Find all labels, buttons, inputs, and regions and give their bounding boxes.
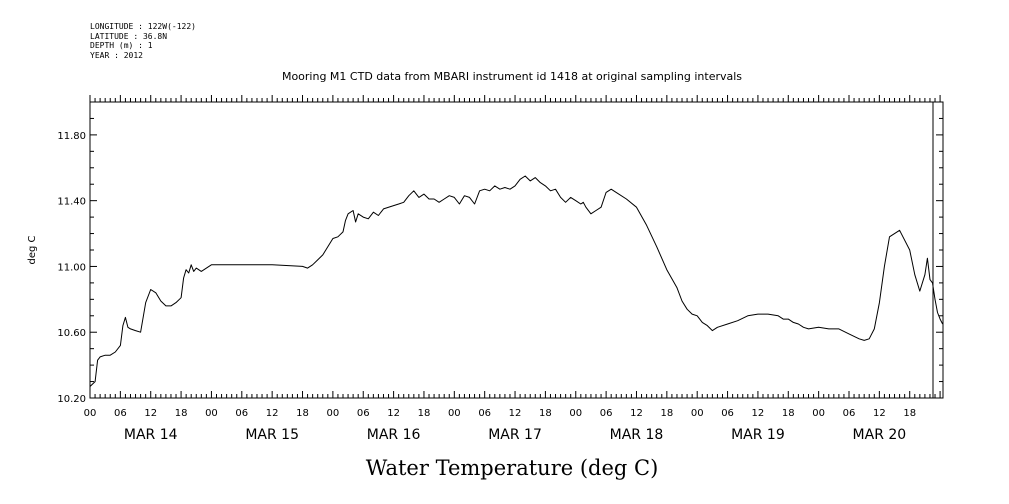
x-axis-labels: 00 06 12 18 00 06 12 18 00 06 12 18 00 06 12 18 00 06 12 18… <box>84 408 916 419</box>
x-tick-label: 12 <box>630 408 643 419</box>
x-tick-label: 18 <box>660 408 673 419</box>
x-axis-label: Water Temperature (deg C) <box>366 456 659 480</box>
y-tick-label: 11.80 <box>57 131 86 142</box>
y-tick-label: 11.00 <box>57 262 86 273</box>
latitude-label: LATITUDE : 36.8N <box>90 31 168 41</box>
y-axis-ticks: 10.20 10.60 11.00 11.40 11.80 <box>57 101 943 405</box>
x-tick-label: 06 <box>721 408 734 419</box>
x-tick-label: 18 <box>296 408 309 419</box>
day-label: MAR 19 <box>731 427 785 443</box>
x-tick-label: 06 <box>843 408 856 419</box>
x-tick-label: 00 <box>84 408 97 419</box>
year-label: YEAR : 2012 <box>90 50 143 60</box>
x-tick-label: 06 <box>235 408 248 419</box>
x-tick-label: 18 <box>175 408 188 419</box>
metadata-block: LONGITUDE : 122W(-122) LATITUDE : 36.8N … <box>90 22 196 60</box>
series-group <box>89 175 944 387</box>
x-tick-label: 12 <box>387 408 400 419</box>
day-label: MAR 17 <box>488 427 542 443</box>
y-tick-label: 10.60 <box>57 328 86 339</box>
day-label: MAR 14 <box>124 427 178 443</box>
x-tick-label: 00 <box>812 408 825 419</box>
plot-frame <box>89 101 944 399</box>
y-tick-label: 10.20 <box>57 394 86 405</box>
x-tick-label: 18 <box>539 408 552 419</box>
longitude-label: LONGITUDE : 122W(-122) <box>90 22 196 31</box>
x-tick-label: 00 <box>448 408 461 419</box>
day-label: MAR 18 <box>610 427 664 443</box>
x-tick-label: 12 <box>752 408 765 419</box>
day-label: MAR 20 <box>853 427 907 443</box>
x-tick-label: 00 <box>205 408 218 419</box>
chart-title: Mooring M1 CTD data from MBARI instrumen… <box>282 70 742 83</box>
x-tick-label: 18 <box>418 408 431 419</box>
depth-label: DEPTH (m) : 1 <box>90 41 153 50</box>
series-line <box>89 175 944 387</box>
x-tick-label: 06 <box>114 408 127 419</box>
x-tick-label: 06 <box>357 408 370 419</box>
x-tick-label: 06 <box>600 408 613 419</box>
y-tick-label: 11.40 <box>57 197 86 208</box>
x-tick-label: 12 <box>509 408 522 419</box>
x-tick-label: 00 <box>691 408 704 419</box>
x-tick-label: 12 <box>144 408 157 419</box>
x-tick-label: 00 <box>327 408 340 419</box>
day-label: MAR 15 <box>245 427 299 443</box>
top-axis-ticks <box>89 95 941 102</box>
bottom-axis-ticks <box>89 391 941 398</box>
x-tick-label: 00 <box>569 408 582 419</box>
x-tick-label: 12 <box>873 408 886 419</box>
y-axis-label: deg C <box>27 235 38 264</box>
x-tick-label: 18 <box>903 408 916 419</box>
day-label: MAR 16 <box>367 427 421 443</box>
x-tick-label: 06 <box>478 408 491 419</box>
x-tick-label: 18 <box>782 408 795 419</box>
day-labels: MAR 14 MAR 15 MAR 16 MAR 17 MAR 18 MAR 19 MAR … <box>124 427 906 443</box>
x-tick-label: 12 <box>266 408 279 419</box>
